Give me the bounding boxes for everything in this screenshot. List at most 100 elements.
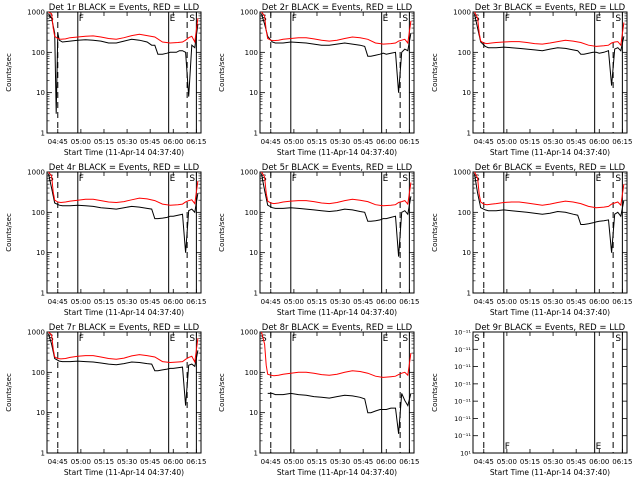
- x-axis-label: Start Time (11-Apr-14 04:37:40): [64, 148, 184, 157]
- x-tick-label: 04:45: [261, 138, 281, 146]
- series-lld: [474, 11, 625, 47]
- marker-label-f: F: [505, 14, 510, 24]
- marker-label-s: S: [48, 14, 54, 24]
- x-tick-label: 04:45: [48, 138, 68, 146]
- panel-title: Det 5r BLACK = Events, RED = LLD: [262, 163, 413, 173]
- y-tick-label: 1: [254, 290, 258, 298]
- y-tick-label: 100: [32, 369, 45, 377]
- x-axis-label: Start Time (11-Apr-14 04:37:40): [277, 308, 397, 317]
- x-tick-label: 04:45: [474, 298, 494, 306]
- x-tick-label: 05:30: [330, 458, 350, 466]
- y-tick-label: 10⁻¹¹: [454, 363, 471, 371]
- y-tick-label: 100: [245, 49, 258, 57]
- detector-panel-1: Det 1r BLACK = Events, RED = LLD Counts/s…: [5, 3, 206, 157]
- y-tick-label: 1000: [27, 9, 45, 17]
- x-tick-label: 06:00: [589, 138, 609, 146]
- series-lld: [474, 171, 625, 209]
- x-tick-label: 04:45: [48, 298, 68, 306]
- marker-label-f: F: [505, 174, 510, 184]
- detector-panel-6: Det 6r BLACK = Events, RED = LLD Counts/s…: [431, 163, 632, 317]
- panel-title: Det 8r BLACK = Events, RED = LLD: [262, 323, 413, 333]
- x-tick-label: 04:45: [261, 458, 281, 466]
- series-lld: [48, 11, 199, 44]
- series-lld: [261, 11, 412, 45]
- y-tick-label: 1: [467, 290, 471, 298]
- x-tick-label: 06:00: [163, 138, 183, 146]
- y-tick-label: 1: [41, 290, 45, 298]
- y-tick-label: 10: [249, 409, 258, 417]
- plot-frame: [259, 171, 415, 294]
- x-tick-label: 05:00: [284, 138, 304, 146]
- x-tick-label: 05:15: [94, 138, 114, 146]
- marker-label-s: S: [48, 174, 54, 184]
- y-tick-label: 1000: [240, 329, 258, 337]
- x-tick-label: 05:45: [566, 298, 586, 306]
- x-tick-label: 05:45: [140, 298, 160, 306]
- x-tick-label: 06:00: [376, 458, 396, 466]
- x-axis-label: Start Time (11-Apr-14 04:37:40): [277, 468, 397, 477]
- marker-label-s: S: [474, 334, 480, 344]
- marker-label-s: S: [615, 14, 621, 24]
- x-tick-label: 05:45: [353, 138, 373, 146]
- y-tick-label: 10⁻¹¹: [454, 398, 471, 406]
- marker-label-s: S: [48, 334, 54, 344]
- y-tick-label: 1: [41, 450, 45, 458]
- y-tick-label: 100: [458, 209, 471, 217]
- y-tick-label: 1000: [240, 169, 258, 177]
- marker-label-s: S: [402, 14, 408, 24]
- x-tick-label: 06:15: [186, 298, 206, 306]
- y-tick-label: 10⁻¹¹: [454, 415, 471, 423]
- marker-label-e: E: [596, 14, 602, 24]
- plot-frame: [46, 11, 202, 134]
- x-tick-label: 05:30: [117, 298, 137, 306]
- marker-label-f: F: [292, 14, 297, 24]
- x-tick-label: 06:00: [376, 298, 396, 306]
- x-tick-label: 06:15: [612, 138, 632, 146]
- marker-label-s: S: [261, 334, 267, 344]
- y-tick-label: 10: [249, 249, 258, 257]
- detector-panel-2: Det 2r BLACK = Events, RED = LLD Counts/s…: [218, 3, 419, 157]
- marker-label-s: S: [189, 334, 195, 344]
- x-tick-label: 06:00: [376, 138, 396, 146]
- panel-title: Det 4r BLACK = Events, RED = LLD: [49, 163, 200, 173]
- x-tick-label: 05:30: [543, 298, 563, 306]
- x-axis-label: Start Time (11-Apr-14 04:37:40): [64, 468, 184, 477]
- x-tick-label: 06:15: [612, 298, 632, 306]
- y-tick-label: 10: [36, 249, 45, 257]
- plot-frame: [46, 171, 202, 294]
- x-tick-label: 06:15: [186, 458, 206, 466]
- marker-label-f: F: [79, 334, 84, 344]
- y-axis-label: Counts/sec: [431, 373, 439, 412]
- x-tick-label: 05:15: [94, 298, 114, 306]
- y-tick-label: 10: [462, 249, 471, 257]
- y-tick-label: 1: [254, 130, 258, 138]
- plot-frame: [472, 11, 628, 134]
- y-tick-label: 10⁻¹¹: [454, 380, 471, 388]
- y-tick-label: 1000: [27, 329, 45, 337]
- y-tick-label: 10: [249, 89, 258, 97]
- y-tick-label: 1: [467, 130, 471, 138]
- series-events: [48, 13, 199, 114]
- marker-label-s: S: [402, 174, 408, 184]
- marker-label-e: E: [383, 174, 389, 184]
- y-tick-label: 100: [245, 369, 258, 377]
- marker-label-e: E: [596, 442, 602, 452]
- marker-label-e: E: [170, 334, 176, 344]
- x-axis-label: Start Time (11-Apr-14 04:37:40): [490, 148, 610, 157]
- panel-title: Det 9r BLACK = Events, RED = LLD: [475, 323, 626, 333]
- series-lld: [48, 171, 199, 206]
- series-events: [261, 173, 412, 257]
- x-tick-label: 05:30: [543, 138, 563, 146]
- x-tick-label: 05:15: [307, 298, 327, 306]
- marker-label-f: F: [292, 334, 297, 344]
- panel-title: Det 1r BLACK = Events, RED = LLD: [49, 3, 200, 13]
- y-tick-label: 100: [458, 49, 471, 57]
- marker-label-e: E: [383, 14, 389, 24]
- x-tick-label: 05:30: [117, 138, 137, 146]
- marker-label-f: F: [79, 14, 84, 24]
- y-axis-label: Counts/sec: [431, 53, 439, 92]
- plot-frame: [46, 331, 202, 454]
- detector-panel-8: Det 8r BLACK = Events, RED = LLD Counts/s…: [218, 323, 419, 477]
- marker-label-s: S: [474, 174, 480, 184]
- x-tick-label: 04:45: [261, 298, 281, 306]
